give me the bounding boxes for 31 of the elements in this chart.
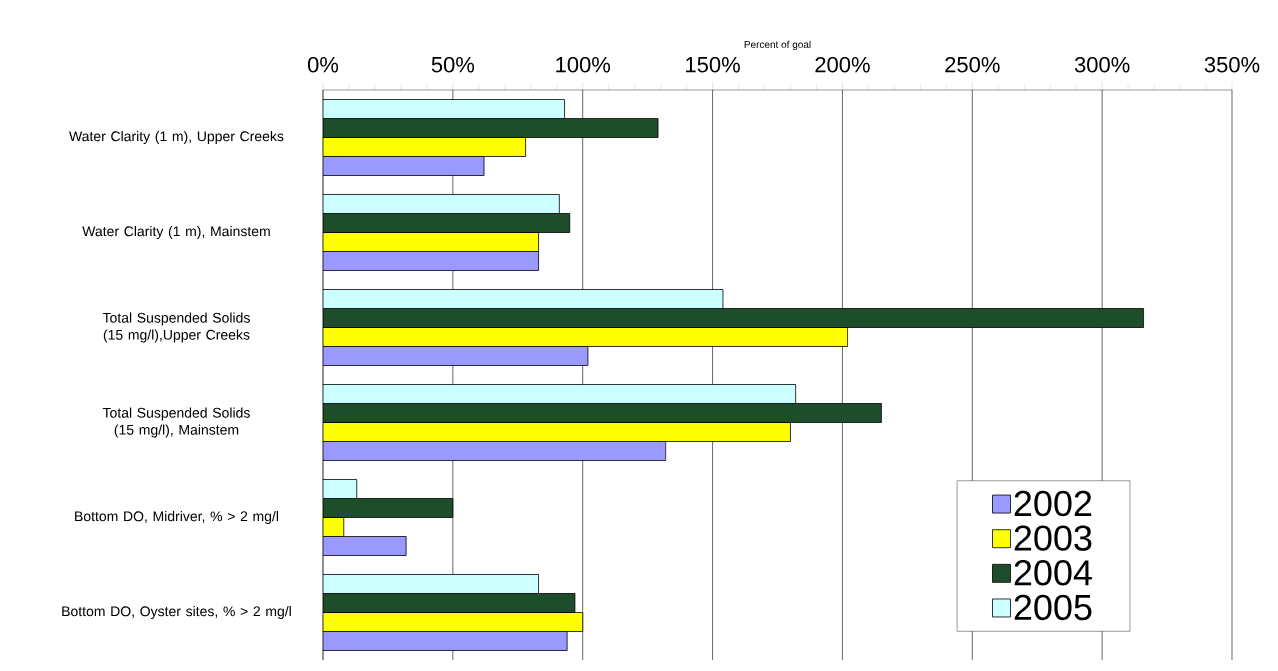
legend-label: 2004 [1014, 560, 1092, 586]
x-tick-label: 300% [1074, 56, 1130, 73]
x-tick-label: 250% [945, 56, 1000, 73]
x-tick-label: 200% [815, 56, 870, 73]
bar [323, 118, 659, 138]
bar [323, 213, 571, 233]
bar [323, 574, 539, 594]
y-tick-label: Water Clarity (1 m), Mainstem [82, 225, 270, 240]
x-axis-title: Percent of goal [744, 40, 811, 51]
x-tick-label: 350% [1204, 56, 1260, 73]
x-tick-label: 100% [556, 56, 611, 73]
bar [323, 99, 565, 119]
y-tick-label: Bottom DO, Midriver, % > 2 mg/l [75, 510, 279, 525]
y-tick-label: Water Clarity (1 m), Upper Creeks [69, 130, 284, 145]
bar [323, 194, 560, 214]
x-tick-label: 0% [307, 56, 339, 73]
bar [323, 403, 882, 423]
y-tick-label: Total Suspended Solids (15 mg/l),Upper Creeks [102, 312, 250, 343]
legend-label: 2005 [1014, 594, 1092, 621]
bar [323, 308, 1145, 328]
bar [323, 289, 724, 309]
bar [323, 498, 454, 518]
bar [323, 384, 797, 404]
y-tick-label: Bottom DO, Oyster sites, % > 2 mg/l [62, 605, 291, 620]
bar [323, 593, 576, 613]
legend-label: 2002 [1014, 490, 1092, 517]
x-tick-label: 150% [686, 56, 740, 73]
legend-label: 2003 [1014, 525, 1092, 551]
y-tick-label: Total Suspended Solids (15 mg/l), Mainstem [102, 407, 250, 438]
x-tick-label: 50% [431, 56, 475, 73]
bar [323, 479, 358, 499]
